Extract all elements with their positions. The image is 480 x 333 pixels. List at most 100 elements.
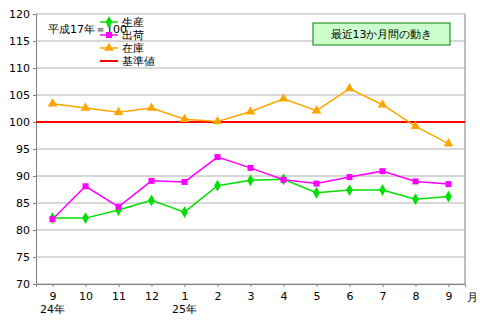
series-marker bbox=[378, 99, 388, 107]
grid-line bbox=[36, 95, 465, 96]
series-marker bbox=[347, 174, 353, 180]
x-tick-label: 7 bbox=[380, 290, 387, 303]
series-marker bbox=[49, 212, 56, 224]
series-marker bbox=[213, 116, 223, 124]
y-tick-mark bbox=[33, 230, 36, 231]
x-tick-label: 8 bbox=[413, 290, 420, 303]
y-tick: 115 bbox=[9, 35, 36, 48]
legend-marker bbox=[106, 16, 113, 28]
y-tick-label: 100 bbox=[9, 116, 30, 129]
x-tick-label: 12 bbox=[145, 290, 159, 303]
series-marker bbox=[147, 102, 157, 110]
y-tick-mark bbox=[33, 257, 36, 258]
grid-line bbox=[36, 230, 465, 231]
y-tick-label: 70 bbox=[16, 278, 30, 291]
legend: 生産出荷在庫基準値 bbox=[100, 16, 155, 68]
x-axis-label: 月 bbox=[467, 291, 478, 304]
series-marker bbox=[181, 206, 188, 218]
series-marker bbox=[214, 180, 221, 192]
legend-marker bbox=[104, 42, 114, 50]
y-tick-label: 80 bbox=[16, 224, 30, 237]
x-tick-mark bbox=[284, 284, 285, 287]
y-tick-label: 115 bbox=[9, 35, 30, 48]
y-tick: 100 bbox=[9, 116, 36, 129]
series-marker bbox=[445, 191, 452, 203]
y-tick-mark bbox=[33, 176, 36, 177]
y-tick-mark bbox=[33, 284, 36, 285]
legend-marker bbox=[106, 32, 112, 38]
x-tick-label: 10 bbox=[79, 290, 93, 303]
y-tick-label: 105 bbox=[9, 89, 30, 102]
x-tick-label: 9 bbox=[50, 290, 57, 303]
y-tick-label: 95 bbox=[16, 143, 30, 156]
x-tick: 4 bbox=[281, 284, 288, 303]
y-tick: 110 bbox=[9, 62, 36, 75]
y-tick: 80 bbox=[16, 224, 36, 237]
series-marker bbox=[48, 98, 58, 106]
y-tick-mark bbox=[33, 95, 36, 96]
x-tick-mark bbox=[185, 284, 186, 287]
legend-label: 生産 bbox=[122, 16, 144, 29]
series-marker bbox=[116, 204, 122, 210]
x-tick-mark bbox=[416, 284, 417, 287]
x-tick: 1 bbox=[182, 284, 189, 303]
y-tick: 105 bbox=[9, 89, 36, 102]
legend-label: 基準値 bbox=[122, 55, 155, 68]
x-tick-mark bbox=[383, 284, 384, 287]
series-marker bbox=[148, 194, 155, 206]
series-marker bbox=[281, 177, 287, 183]
series-marker bbox=[247, 174, 254, 186]
x-tick-label: 6 bbox=[347, 290, 354, 303]
legend-label: 出荷 bbox=[122, 29, 144, 42]
y-tick: 90 bbox=[16, 170, 36, 183]
x-tick-mark bbox=[53, 284, 54, 287]
series-marker bbox=[379, 184, 386, 196]
x-tick: 10 bbox=[79, 284, 93, 303]
y-tick: 70 bbox=[16, 278, 36, 291]
x-group-label: 24年 bbox=[40, 303, 65, 316]
y-tick-mark bbox=[33, 203, 36, 204]
series-marker bbox=[215, 154, 221, 160]
x-tick-label: 3 bbox=[248, 290, 255, 303]
x-axis-line bbox=[37, 285, 466, 288]
grid-line bbox=[36, 14, 465, 15]
x-tick-mark bbox=[152, 284, 153, 287]
y-tick-mark bbox=[33, 68, 36, 69]
grid-line bbox=[36, 68, 465, 69]
series-marker bbox=[345, 83, 355, 91]
x-tick-label: 11 bbox=[112, 290, 126, 303]
legend-label: 在庫 bbox=[122, 42, 144, 55]
x-tick-label: 2 bbox=[215, 290, 222, 303]
series-marker bbox=[312, 105, 322, 113]
grid-line bbox=[36, 122, 465, 123]
x-tick-label: 4 bbox=[281, 290, 288, 303]
series-marker bbox=[279, 93, 289, 101]
x-tick-mark bbox=[86, 284, 87, 287]
y-tick: 85 bbox=[16, 197, 36, 210]
plot-area: 7075808590951001051101151209101112123456… bbox=[9, 8, 478, 316]
series-marker bbox=[180, 114, 190, 122]
x-tick: 5 bbox=[314, 284, 321, 303]
y-tick: 75 bbox=[16, 251, 36, 264]
series-marker bbox=[444, 138, 454, 146]
y-axis-line bbox=[33, 15, 37, 285]
series-marker bbox=[246, 106, 256, 114]
x-tick-mark bbox=[350, 284, 351, 287]
y-tick-mark bbox=[33, 149, 36, 150]
x-tick-mark bbox=[218, 284, 219, 287]
x-tick: 12 bbox=[145, 284, 159, 303]
period-note: 最近13か月間の動き bbox=[331, 28, 433, 41]
x-tick-mark bbox=[317, 284, 318, 287]
x-tick-label: 5 bbox=[314, 290, 321, 303]
y-tick-mark bbox=[33, 122, 36, 123]
series-marker bbox=[248, 165, 254, 171]
x-tick-label: 1 bbox=[182, 290, 189, 303]
grid-line bbox=[36, 149, 465, 150]
series-marker bbox=[346, 184, 353, 196]
series-marker bbox=[314, 181, 320, 187]
x-tick-mark bbox=[449, 284, 450, 287]
legend-item: 基準値 bbox=[100, 55, 155, 68]
series-marker bbox=[83, 183, 89, 189]
x-tick-mark bbox=[119, 284, 120, 287]
x-tick: 3 bbox=[248, 284, 255, 303]
